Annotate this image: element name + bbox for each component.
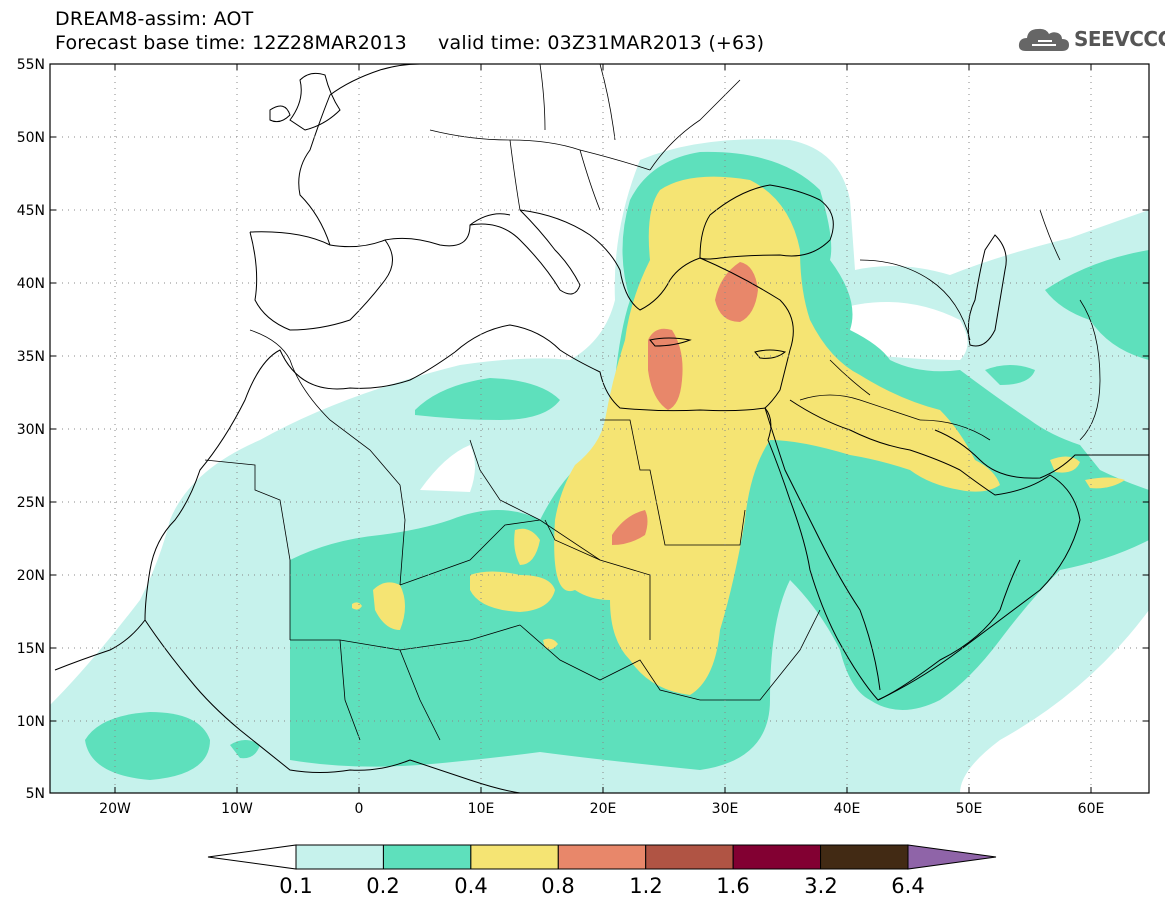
colorbar-low-arrow (207, 844, 297, 870)
colorbar-label: 0.8 (541, 874, 574, 898)
colorbar-swatch (645, 844, 734, 870)
colorbar-swatch (295, 844, 384, 870)
forecast-time-subtitle: Forecast base time: 12Z28MAR2013 valid t… (55, 32, 765, 54)
aot-field (50, 139, 1149, 793)
logo-text: SEEVCCC (1074, 27, 1165, 51)
lat-label: 25N (17, 495, 45, 511)
colorbar-label: 0.4 (454, 874, 487, 898)
lat-label: 5N (26, 786, 45, 802)
lon-label: 0 (355, 801, 364, 817)
lat-label: 30N (17, 422, 45, 438)
colorbar-label: 0.1 (279, 874, 312, 898)
lon-label: 30E (712, 801, 739, 817)
lon-label: 20W (99, 801, 131, 817)
lat-label: 20N (17, 568, 45, 584)
lon-label: 50E (956, 801, 983, 817)
colorbar-high-arrow (907, 844, 997, 870)
longitude-labels: 20W 10W 0 10E 20E 30E 40E 50E 60E (99, 801, 1104, 817)
colorbar-label: 1.6 (716, 874, 749, 898)
lat-label: 50N (17, 130, 45, 146)
colorbar-swatch (382, 844, 472, 870)
lon-label: 20E (590, 801, 617, 817)
colorbar-swatch (557, 844, 647, 870)
colorbar-label: 0.2 (366, 874, 399, 898)
lat-label: 45N (17, 203, 45, 219)
lon-label: 10W (221, 801, 253, 817)
colorbar-label: 1.2 (629, 874, 662, 898)
map-title: DREAM8-assim: AOT (55, 8, 254, 30)
lat-label: 55N (17, 57, 45, 73)
colorbar-label: 3.2 (804, 874, 837, 898)
cloud-icon (1018, 28, 1069, 51)
lon-label: 60E (1078, 801, 1105, 817)
coastlines (54, 64, 1149, 793)
lat-label: 40N (17, 276, 45, 292)
lat-label: 10N (17, 714, 45, 730)
aot-contour-0.4 (554, 176, 1000, 695)
aot-contour-0.8 (648, 328, 683, 410)
colorbar-label: 6.4 (891, 874, 924, 898)
lon-label: 40E (834, 801, 861, 817)
colorbar-swatch (732, 844, 822, 870)
seevccc-logo: SEEVCCC (1018, 24, 1165, 54)
axis-ticks (50, 63, 1149, 793)
latitude-labels: 55N 50N 45N 40N 35N 30N 25N 20N 15N 10N … (17, 57, 45, 802)
lon-label: 10E (468, 801, 495, 817)
colorbar-swatch (820, 844, 909, 870)
colorbar-swatch (470, 844, 559, 870)
country-borders (204, 64, 1101, 741)
colorbar: 0.1 0.2 0.4 0.8 1.2 1.6 3.2 6.4 (207, 844, 997, 898)
lat-label: 15N (17, 641, 45, 657)
lat-label: 35N (17, 349, 45, 365)
